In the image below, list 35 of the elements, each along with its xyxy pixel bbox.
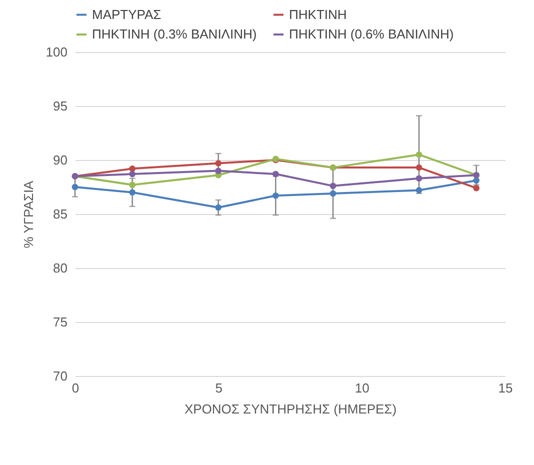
- point: [473, 184, 480, 192]
- x-tick-label: 10: [354, 380, 370, 396]
- point: [416, 164, 422, 171]
- point: [416, 151, 422, 158]
- point: [129, 170, 136, 178]
- x-tick-label: 5: [215, 380, 222, 396]
- y-tick-label: 75: [53, 314, 68, 330]
- y-tick-label: 85: [53, 206, 68, 222]
- legend-label: ΠΗΚΤΙΝΗ (0.6% ΒΑΝΙΛΙΝΗ): [289, 26, 454, 42]
- x-tick-label: 15: [498, 380, 513, 396]
- y-axis-title: % ΥΓΡΑΣΙΑ: [20, 180, 36, 248]
- point: [330, 182, 336, 190]
- point: [129, 182, 136, 188]
- legend-label: ΜΑΡΤΥΡΑΣ: [92, 6, 162, 22]
- x-axis-title: ΧΡΟΝΟΣ ΣΥΝΤΗΡΗΣΗΣ (ΗΜΕΡΕΣ): [184, 402, 397, 416]
- point: [272, 170, 279, 178]
- point: [330, 190, 336, 197]
- point: [129, 165, 136, 172]
- point: [72, 184, 78, 190]
- x-tick-label: 0: [72, 380, 80, 396]
- point: [416, 175, 422, 182]
- point: [272, 192, 279, 199]
- y-tick-label: 70: [53, 368, 68, 384]
- point: [416, 187, 422, 194]
- y-tick-label: 95: [53, 98, 68, 114]
- y-tick-label: 100: [46, 44, 68, 60]
- y-tick-label: 80: [53, 260, 68, 276]
- y-tick-label: 90: [53, 152, 68, 168]
- point: [215, 168, 222, 174]
- legend-label: ΠΗΚΤΙΝΗ (0.3% ΒΑΝΙΛΙΝΗ): [92, 26, 257, 42]
- point: [129, 189, 136, 196]
- point: [215, 204, 222, 211]
- point: [473, 177, 480, 184]
- point: [215, 160, 222, 166]
- legend-label: ΠΗΚΤΙΝΗ: [289, 6, 347, 22]
